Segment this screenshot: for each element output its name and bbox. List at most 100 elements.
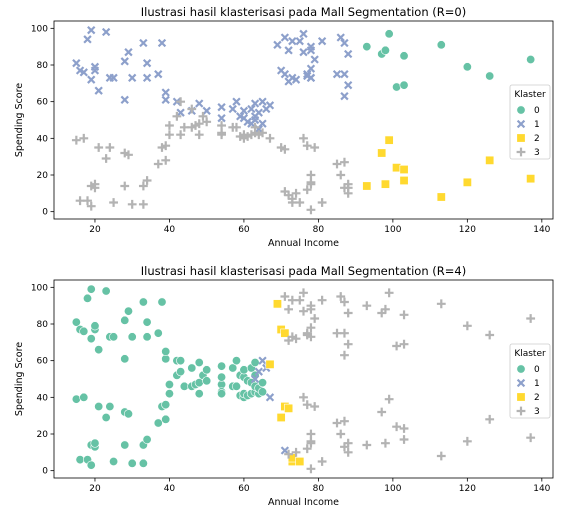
data-point [176,367,186,377]
data-point [362,440,372,450]
data-point [343,438,353,448]
data-point [280,446,290,455]
data-point [288,36,297,46]
data-point [101,412,111,422]
data-point [287,194,297,204]
data-point [109,456,119,466]
x-tick-label: 140 [533,225,550,235]
data-point [399,51,409,61]
data-point [232,97,241,106]
data-point [123,409,133,419]
data-point [265,133,275,143]
data-point [231,381,241,391]
data-point [343,308,353,318]
data-point [340,91,349,101]
data-point [138,297,148,307]
data-point [284,403,294,413]
data-point [280,328,290,338]
data-point [90,438,100,448]
legend: Klaster 0 1 2 3 [509,84,551,160]
data-point [377,148,387,158]
data-point [87,75,96,84]
data-point [362,301,372,311]
data-point [79,68,88,77]
series-cluster-0 [362,29,536,92]
data-point [87,25,96,35]
data-point [90,321,100,331]
data-point [142,317,152,327]
series-cluster-1 [72,25,353,134]
y-tick-label: 20 [37,171,49,181]
data-point [161,346,171,356]
series-cluster-3 [280,288,536,474]
legend-label: 1 [534,379,540,389]
y-tick-label: 60 [37,357,49,367]
data-point [336,429,346,439]
data-point [258,119,267,128]
data-point [299,29,308,39]
data-point [392,163,402,173]
data-point [228,104,237,114]
data-point [138,199,148,209]
data-point [384,394,394,404]
data-point [94,86,103,95]
data-point [344,49,353,59]
data-point [164,379,174,389]
data-point [202,106,211,116]
data-point [142,332,152,342]
data-point [179,122,189,132]
data-point [94,143,104,152]
data-point [485,414,495,424]
data-point [194,119,204,129]
data-point [343,179,353,189]
legend-marker-0 [516,364,526,374]
data-point [239,365,249,375]
data-point [142,434,152,444]
data-point [165,121,174,130]
data-point [306,73,316,83]
data-point [380,45,390,55]
data-point [217,389,227,399]
x-tick-label: 80 [313,225,325,235]
data-point [306,170,316,180]
data-point [94,401,104,411]
data-point [83,196,92,206]
data-point [306,205,316,215]
chart-panel-2: Ilustrasi hasil klasterisasi pada Mall S… [14,264,554,508]
data-point [139,38,148,48]
data-point [105,143,115,152]
data-point [109,332,119,342]
data-point [384,29,394,39]
data-point [83,35,92,44]
x-tick-label: 60 [238,484,250,494]
data-point [299,47,308,57]
data-point [101,154,111,163]
data-point [295,36,304,46]
y-tick-label: 0 [42,208,48,218]
data-point [332,69,342,79]
data-point [127,458,137,468]
data-point [109,73,118,83]
data-point [291,447,301,457]
data-point [310,402,320,411]
data-point [284,449,294,459]
data-point [299,392,308,402]
data-point [194,357,204,367]
data-point [284,304,294,314]
data-point [377,407,387,417]
legend-title: Klaster [514,90,546,100]
data-point [344,80,353,90]
data-point [138,181,148,191]
data-point [109,198,118,207]
chart-title: Ilustrasi hasil klasterisasi pada Mall S… [141,264,466,278]
data-point [340,416,349,426]
data-point [306,64,316,73]
data-point [194,130,204,140]
legend-label: 1 [534,120,540,130]
data-point [381,304,390,314]
data-point [128,73,137,83]
data-point [485,330,495,340]
data-point [176,130,186,140]
data-point [302,141,312,151]
